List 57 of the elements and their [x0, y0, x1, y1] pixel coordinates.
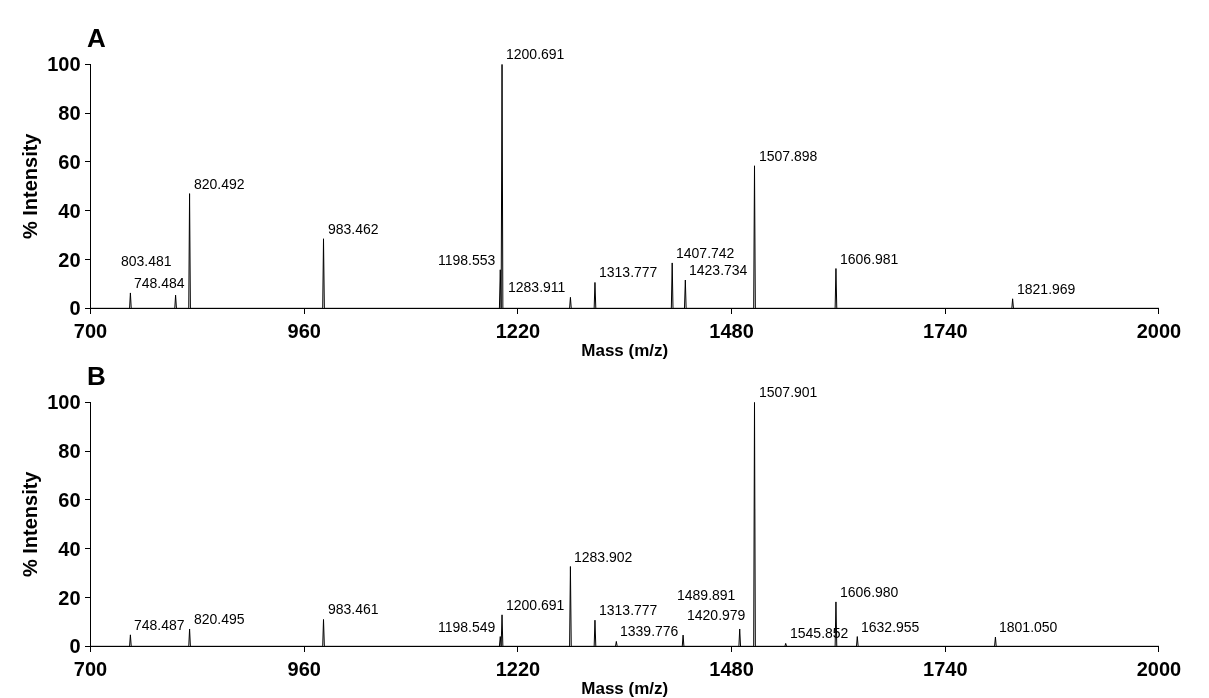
annotation: 1507.898: [759, 148, 818, 164]
annotation: 1606.981: [840, 251, 899, 267]
y-tick-label: 40: [58, 537, 81, 560]
y-tick-label: 100: [47, 53, 81, 76]
annotation: 1283.902: [574, 549, 633, 565]
y-axis-title: % Intensity: [18, 132, 41, 240]
annotation: 1339.776: [620, 623, 679, 639]
x-tick-label: 960: [287, 320, 321, 343]
x-tick-label: 1220: [495, 658, 541, 681]
annotation: 1821.969: [1017, 281, 1076, 297]
x-tick-label: 1740: [923, 320, 968, 343]
annotation: 1313.777: [599, 264, 658, 280]
y-tick-label: 80: [58, 102, 81, 125]
x-tick-label: 2000: [1136, 320, 1182, 343]
x-axis-title: Mass (m/z): [581, 340, 669, 360]
annotation: 1283.911: [508, 279, 566, 295]
annotation: 820.492: [194, 176, 245, 192]
x-tick-label: 2000: [1136, 658, 1182, 681]
y-tick-label: 60: [58, 150, 81, 173]
annotation: 748.484: [134, 275, 185, 291]
x-tick-label: 1220: [495, 320, 541, 343]
y-tick-label: 80: [58, 440, 81, 463]
annotation: 1198.553: [438, 252, 496, 268]
x-axis-title: Mass (m/z): [581, 678, 669, 698]
annotation: 1313.777: [599, 602, 658, 618]
chart-title: B: [87, 361, 106, 391]
annotation: 1632.955: [861, 619, 920, 635]
annotation: 983.462: [328, 221, 379, 237]
chart-title: A: [87, 23, 106, 53]
y-axis-title: % Intensity: [18, 470, 41, 578]
annotation: 1200.691: [506, 46, 565, 62]
annotation: 1606.980: [840, 584, 899, 600]
y-tick-label: 0: [69, 297, 81, 320]
annotation: 1507.901: [759, 384, 818, 400]
y-tick-label: 60: [58, 488, 81, 511]
annotation: 1407.742: [676, 245, 735, 261]
annotation: 803.481: [121, 253, 172, 269]
annotation: 1200.691: [506, 597, 565, 613]
annotation: 1801.050: [999, 619, 1058, 635]
x-tick-label: 1480: [709, 658, 754, 681]
x-tick-label: 960: [287, 658, 321, 681]
annotation: 1489.891: [677, 587, 736, 603]
x-tick-label: 1480: [709, 320, 754, 343]
x-tick-label: 700: [73, 320, 108, 343]
y-tick-label: 20: [58, 248, 81, 271]
y-tick-label: 0: [69, 635, 81, 658]
y-tick-label: 20: [58, 586, 81, 609]
annotation: 983.461: [328, 601, 379, 617]
x-tick-label: 1740: [923, 658, 968, 681]
y-tick-label: 100: [47, 391, 81, 414]
annotation: 1198.549: [438, 619, 496, 635]
annotation: 1420.979: [687, 607, 746, 623]
annotation: 1423.734: [689, 262, 748, 278]
y-tick-label: 40: [58, 199, 81, 222]
annotation: 748.487: [134, 617, 185, 633]
x-tick-label: 700: [73, 658, 108, 681]
annotation: 820.495: [194, 611, 245, 627]
